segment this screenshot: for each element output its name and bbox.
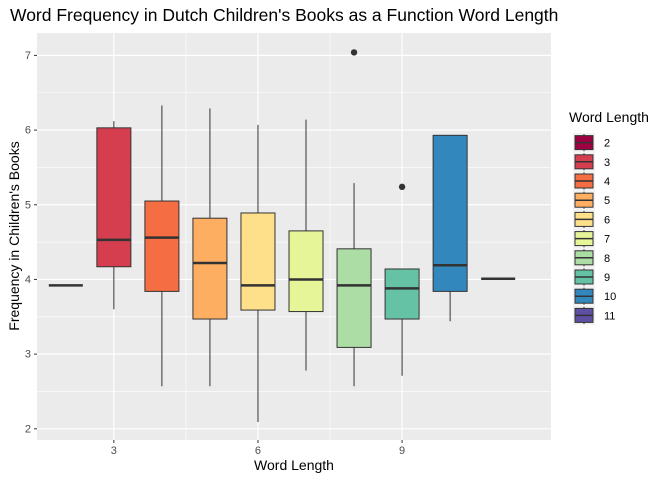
box [384, 268, 420, 320]
legend-label: 2 [604, 138, 610, 150]
y-axis-label: Frequency in Children's Books [6, 141, 22, 330]
legend-label: 9 [604, 272, 610, 284]
legend-label: 3 [604, 157, 610, 169]
y-tick-label: 3 [25, 349, 31, 361]
legend-item-3: 3 [573, 152, 610, 172]
outlier-point [398, 183, 406, 191]
legend-item-8: 8 [573, 248, 610, 268]
x-axis-label: Word Length [254, 457, 334, 473]
legend-title: Word Length [569, 109, 649, 125]
box [192, 217, 228, 320]
legend-item-5: 5 [573, 190, 610, 210]
x-tick-label: 6 [255, 445, 261, 457]
box [288, 230, 324, 313]
chart-title: Word Frequency in Dutch Children's Books… [10, 5, 558, 25]
box [144, 200, 180, 292]
box [432, 134, 468, 292]
x-tick-label: 9 [399, 445, 405, 457]
box-group-7 [288, 119, 324, 371]
legend-item-7: 7 [573, 229, 610, 249]
y-tick-label: 7 [25, 50, 31, 62]
legend-label: 10 [604, 291, 616, 303]
legend-label: 8 [604, 253, 610, 265]
y-tick-label: 4 [25, 274, 31, 286]
box-group-10 [432, 134, 468, 322]
box-group-6 [240, 124, 276, 423]
legend: Word Length 2 3 4 5 6 7 8 9 10 11 [569, 109, 649, 325]
legend-item-9: 9 [573, 267, 610, 287]
legend-item-6: 6 [573, 209, 610, 229]
legend-label: 5 [604, 195, 610, 207]
legend-item-2: 2 [573, 133, 610, 153]
x-tick-label: 3 [111, 445, 117, 457]
plot-area: 2 3 4 5 6 7 3 6 9 [25, 33, 551, 457]
legend-item-10: 10 [573, 286, 616, 306]
box [336, 248, 372, 348]
legend-item-11: 11 [573, 305, 615, 325]
legend-label: 7 [604, 234, 610, 246]
box [96, 127, 132, 268]
outlier-point [350, 49, 358, 56]
legend-label: 11 [604, 310, 615, 322]
y-tick-label: 6 [25, 125, 31, 137]
box-group-5 [192, 108, 228, 387]
box [240, 212, 276, 311]
y-tick-label: 5 [25, 199, 31, 211]
box-group-4 [144, 105, 180, 387]
box-group-8 [336, 49, 372, 387]
legend-label: 6 [604, 214, 610, 226]
legend-label: 4 [604, 176, 610, 188]
box-group-9 [384, 183, 420, 376]
legend-item-4: 4 [573, 171, 610, 191]
y-tick-label: 2 [25, 423, 31, 435]
box-group-3 [96, 121, 132, 310]
